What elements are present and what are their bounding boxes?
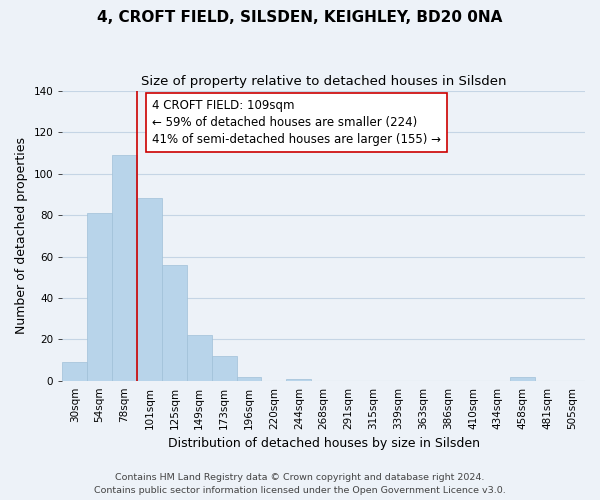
Bar — [87, 213, 112, 381]
Bar — [286, 379, 311, 381]
Y-axis label: Number of detached properties: Number of detached properties — [15, 138, 28, 334]
Bar — [511, 377, 535, 381]
Bar — [212, 356, 236, 381]
Bar — [187, 336, 212, 381]
Text: 4, CROFT FIELD, SILSDEN, KEIGHLEY, BD20 0NA: 4, CROFT FIELD, SILSDEN, KEIGHLEY, BD20 … — [97, 10, 503, 25]
Bar — [236, 377, 262, 381]
X-axis label: Distribution of detached houses by size in Silsden: Distribution of detached houses by size … — [167, 437, 479, 450]
Text: 4 CROFT FIELD: 109sqm
← 59% of detached houses are smaller (224)
41% of semi-det: 4 CROFT FIELD: 109sqm ← 59% of detached … — [152, 99, 441, 146]
Bar — [62, 362, 87, 381]
Bar — [162, 265, 187, 381]
Title: Size of property relative to detached houses in Silsden: Size of property relative to detached ho… — [141, 75, 506, 88]
Bar — [112, 155, 137, 381]
Text: Contains HM Land Registry data © Crown copyright and database right 2024.
Contai: Contains HM Land Registry data © Crown c… — [94, 473, 506, 495]
Bar — [137, 198, 162, 381]
